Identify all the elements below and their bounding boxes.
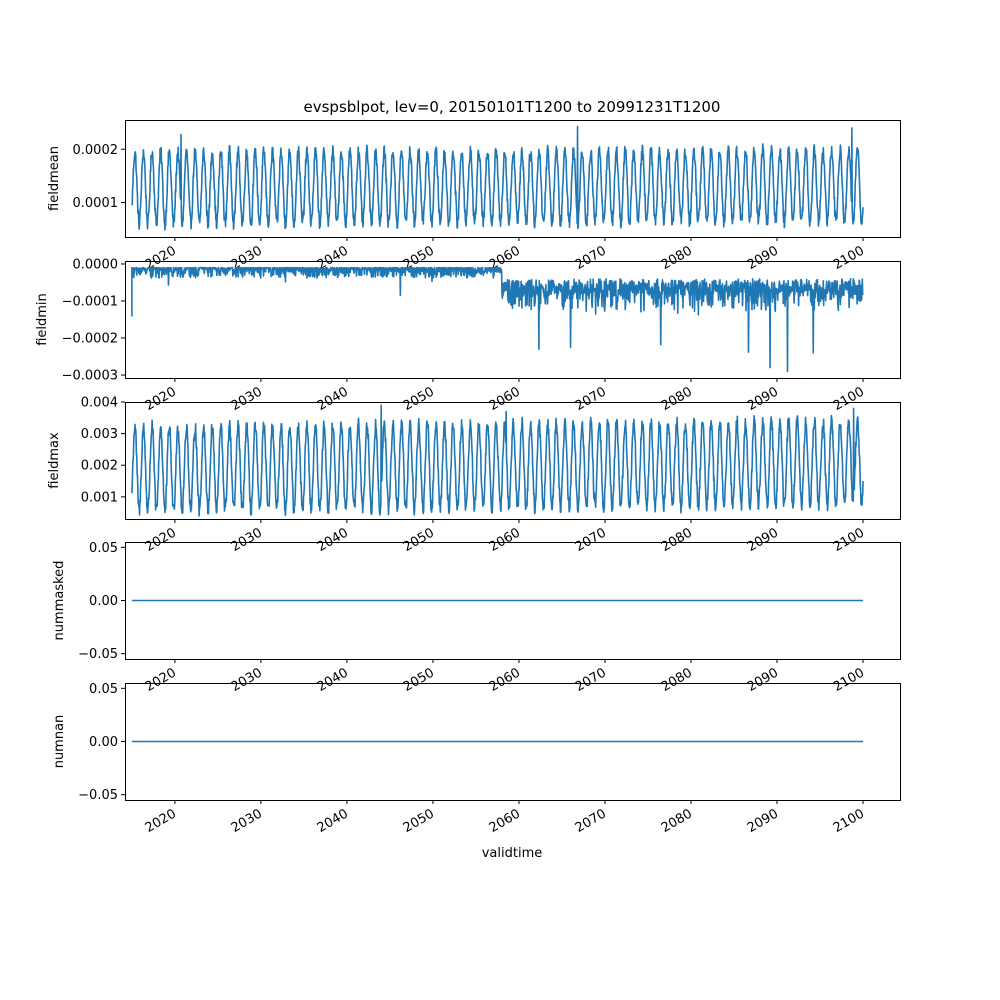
fieldmax-x-tick-label: 2100 [831, 525, 867, 555]
numnan-x-tick-label: 2020 [143, 806, 179, 836]
fieldmax-x-tick-label: 2030 [229, 525, 265, 555]
numnan-x-tick-label: 2090 [745, 806, 781, 836]
panel-fieldmin: 0.0000 −0.0001 −0.0002 −0.0003 fieldmin 2020 2… [35, 257, 901, 414]
fieldmean-x-tick-label: 2070 [573, 243, 609, 273]
numnan-x-tick-label: 2050 [401, 806, 437, 836]
nummasked-y-tick-label: 0.05 [89, 541, 118, 556]
fieldmin-x-tick-label: 2100 [831, 384, 867, 414]
fieldmax-x-tick-label: 2040 [315, 525, 351, 555]
fieldmin-x-tick-label: 2090 [745, 384, 781, 414]
fieldmax-y-tick-label: 0.001 [81, 490, 118, 505]
numnan-x-tick-label: 2100 [831, 806, 867, 836]
numnan-axes-frame [125, 683, 901, 801]
numnan-x-tick-label: 2030 [229, 806, 265, 836]
fieldmin-series-line [131, 266, 864, 373]
fieldmin-y-tick-label: −0.0003 [62, 369, 118, 384]
x-axis-label: validtime [482, 846, 543, 861]
panel-fieldmax: 0.001 0.002 0.003 0.004 fieldmax 2020 2030 2040… [47, 396, 901, 555]
fieldmin-y-axis-label: fieldmin [35, 293, 50, 346]
fieldmin-x-tick-label: 2040 [315, 384, 351, 414]
panels: 0.0001 0.0002 fieldmean 2020 2030 2040 2050 206… [35, 120, 901, 836]
nummasked-y-tick-label: 0.00 [89, 594, 118, 609]
fieldmax-y-tick-label: 0.003 [81, 427, 118, 442]
nummasked-x-tick-label: 2040 [315, 665, 351, 695]
nummasked-x-tick-label: 2100 [831, 665, 867, 695]
numnan-y-tick-label: 0.05 [89, 682, 118, 697]
nummasked-y-axis-label: nummasked [52, 561, 67, 641]
fieldmean-x-tick-label: 2100 [831, 243, 867, 273]
nummasked-x-tick-label: 2030 [229, 665, 265, 695]
fieldmax-y-axis-label: fieldmax [47, 432, 62, 489]
chart-title: evspsblpot, lev=0, 20150101T1200 to 2099… [304, 98, 721, 116]
nummasked-x-tick-label: 2060 [487, 665, 523, 695]
nummasked-x-tick-label: 2050 [401, 665, 437, 695]
fieldmin-x-tick-label: 2030 [229, 384, 265, 414]
fieldmean-y-tick-label: 0.0001 [73, 196, 119, 211]
nummasked-x-tick-label: 2020 [143, 665, 179, 695]
numnan-y-tick-label: −0.05 [78, 788, 118, 803]
fieldmean-y-tick-label: 0.0002 [73, 143, 119, 158]
nummasked-x-tick-label: 2090 [745, 665, 781, 695]
fieldmean-series-line [131, 125, 864, 231]
fieldmax-x-tick-label: 2080 [659, 525, 695, 555]
fieldmin-y-tick-label: −0.0002 [62, 332, 118, 347]
panel-nummasked: 0.05 0.00 −0.05 nummasked 2020 2030 2040 2050 20… [52, 541, 901, 695]
numnan-y-axis-label: numnan [52, 715, 67, 769]
fieldmin-y-tick-label: 0.0000 [73, 257, 119, 272]
nummasked-y-tick-label: −0.05 [78, 647, 118, 662]
fieldmax-x-tick-label: 2060 [487, 525, 523, 555]
panel-numnan: 0.05 0.00 −0.05 numnan 2020 2030 2040 2050 2060 2… [52, 682, 901, 836]
fieldmean-axes-frame [125, 120, 901, 238]
fieldmax-axes-frame [125, 402, 901, 520]
fieldmin-y-tick-label: −0.0001 [62, 294, 118, 309]
numnan-x-tick-label: 2070 [573, 806, 609, 836]
nummasked-x-tick-label: 2070 [573, 665, 609, 695]
fieldmax-series-line [131, 404, 864, 517]
numnan-y-tick-label: 0.00 [89, 735, 118, 750]
numnan-x-tick-label: 2080 [659, 806, 695, 836]
fieldmin-x-tick-label: 2050 [401, 384, 437, 414]
fieldmax-y-tick-label: 0.002 [81, 459, 118, 474]
fieldmax-x-tick-label: 2050 [401, 525, 437, 555]
fieldmin-x-tick-label: 2060 [487, 384, 523, 414]
numnan-x-tick-label: 2040 [315, 806, 351, 836]
numnan-x-tick-label: 2060 [487, 806, 523, 836]
nummasked-x-tick-label: 2080 [659, 665, 695, 695]
fieldmean-y-axis-label: fieldmean [47, 146, 62, 211]
fieldmean-x-tick-label: 2090 [745, 243, 781, 273]
fieldmin-x-tick-label: 2020 [143, 384, 179, 414]
fieldmax-x-tick-label: 2070 [573, 525, 609, 555]
fieldmin-x-tick-label: 2070 [573, 384, 609, 414]
fieldmean-x-tick-label: 2080 [659, 243, 695, 273]
fieldmin-axes-frame [125, 261, 901, 379]
fieldmax-x-tick-label: 2090 [745, 525, 781, 555]
fieldmax-y-tick-label: 0.004 [81, 396, 118, 411]
fieldmax-x-tick-label: 2020 [143, 525, 179, 555]
fieldmin-x-tick-label: 2080 [659, 384, 695, 414]
nummasked-axes-frame [125, 542, 901, 660]
